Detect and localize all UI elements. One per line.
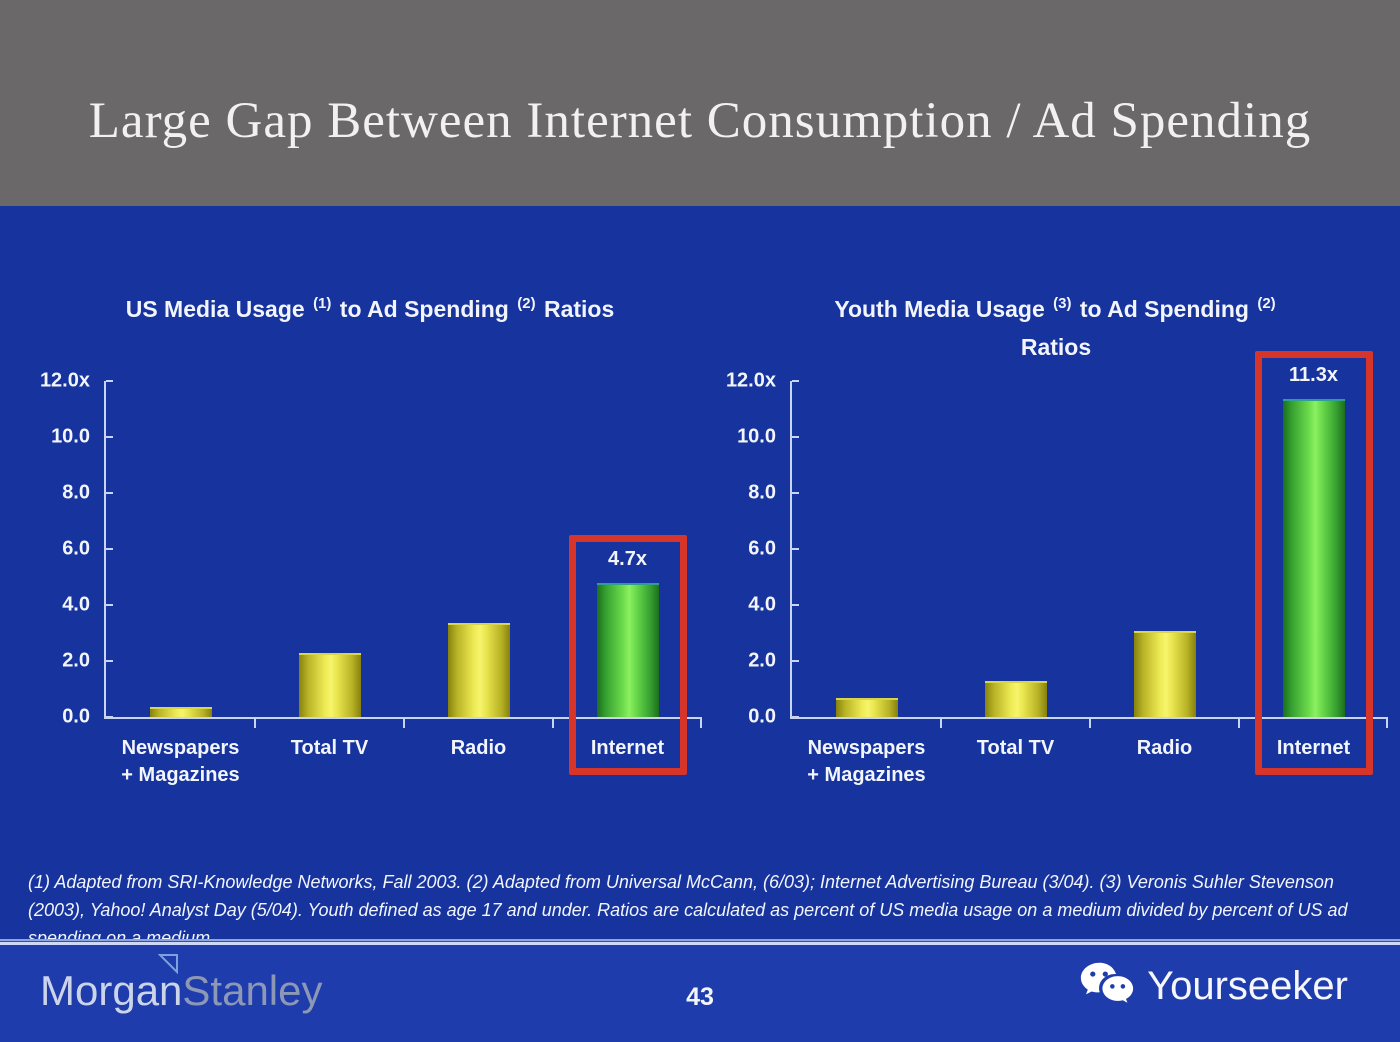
wechat-icon	[1080, 962, 1134, 1003]
y-axis-tick-label: 8.0	[62, 481, 90, 504]
category-label: Internet	[590, 737, 665, 759]
chart-title: US Media Usage (1) to Ad Spending (2) Ra…	[40, 292, 700, 330]
category-label: Radio	[450, 737, 507, 759]
bar-total-tv	[984, 681, 1047, 717]
y-axis-tick-label: 2.0	[748, 649, 776, 672]
morgan-stanley-logo: MorganStanley	[40, 954, 323, 1014]
y-axis-tick-label: 0.0	[62, 705, 90, 728]
stanley-text: Stanley	[182, 967, 323, 1014]
x-axis-tick	[1089, 719, 1091, 728]
youth-media-usage-chart: Youth Media Usage (3) to Ad Spending (2)…	[726, 270, 1388, 830]
title-text: Ratios	[1020, 334, 1092, 360]
category-label: Newspapers + Magazines	[807, 737, 926, 786]
x-axis-tick	[940, 719, 942, 728]
y-axis-tick-label: 12.0x	[39, 369, 90, 392]
slide-header: Large Gap Between Internet Consumption /…	[0, 0, 1400, 206]
superscript-note: (3)	[1053, 295, 1072, 312]
x-axis-tick	[403, 719, 405, 728]
category-label: Radio	[1136, 737, 1193, 759]
y-axis-tick	[106, 604, 113, 606]
title-text: to Ad Spending	[333, 296, 516, 322]
footnote: (1) Adapted from SRI-Knowledge Networks,…	[28, 872, 1348, 948]
bar-value-label: 11.3x	[1289, 364, 1338, 386]
x-axis-tick	[1386, 719, 1388, 728]
page-number: 43	[686, 983, 714, 1011]
plot-area: 12.0x 10.0 8.0 6.0 4.0 2.0 0.0 Newspapers + Maga…	[40, 370, 702, 786]
title-text: to Ad Spending	[1073, 296, 1256, 322]
yourseeker-logo: Yourseeker	[1079, 961, 1348, 1011]
y-axis-tick	[106, 660, 113, 662]
bar-internet	[1282, 399, 1345, 717]
y-axis-tick	[792, 548, 799, 550]
y-axis-tick	[106, 492, 113, 494]
x-axis-tick	[1238, 719, 1240, 728]
bar-newspapers-magazines	[835, 698, 898, 717]
chart-title-line: Youth Media Usage (3) to Ad Spending (2)	[726, 292, 1386, 330]
category-label: Total TV	[290, 737, 369, 759]
bar-internet	[596, 583, 659, 717]
y-axis-tick-label: 4.0	[62, 593, 90, 616]
chart-title-line: US Media Usage (1) to Ad Spending (2) Ra…	[40, 292, 700, 330]
superscript-note: (2)	[1257, 295, 1276, 312]
y-axis-tick-label: 6.0	[62, 537, 90, 560]
bar-value-label: 4.7x	[608, 548, 647, 570]
y-axis-tick	[106, 436, 113, 438]
bar-radio	[1133, 631, 1196, 717]
title-text: Youth Media Usage	[834, 296, 1052, 322]
y-axis-tick-label: 8.0	[748, 481, 776, 504]
chart-title-line: Ratios	[726, 330, 1386, 364]
y-axis-tick-label: 0.0	[748, 705, 776, 728]
x-axis-tick	[700, 719, 702, 728]
plot-area: 12.0x 10.0 8.0 6.0 4.0 2.0 0.0 Newspapers + Maga…	[726, 351, 1388, 786]
x-axis-tick	[254, 719, 256, 728]
yourseeker-text: Yourseeker	[1147, 964, 1348, 1008]
y-axis-tick-label: 10.0	[737, 425, 776, 448]
y-axis-tick-label: 4.0	[748, 593, 776, 616]
bar-total-tv	[298, 653, 361, 717]
y-axis-tick-label: 12.0x	[725, 369, 776, 392]
y-axis-tick	[792, 436, 799, 438]
title-text: Ratios	[537, 296, 615, 322]
y-axis-tick	[792, 716, 799, 718]
category-label: Internet	[1276, 737, 1351, 759]
morgan-stanley-triangle-icon	[158, 954, 178, 975]
y-axis-tick	[792, 492, 799, 494]
y-axis-tick	[106, 380, 113, 382]
y-axis-tick-label: 10.0	[51, 425, 90, 448]
y-axis-tick-label: 2.0	[62, 649, 90, 672]
chart-title: Youth Media Usage (3) to Ad Spending (2)…	[726, 292, 1386, 364]
superscript-note: (1)	[313, 295, 332, 312]
x-axis-tick	[552, 719, 554, 728]
bar-newspapers-magazines	[149, 707, 212, 717]
y-axis-tick	[106, 716, 113, 718]
slide-title: Large Gap Between Internet Consumption /…	[88, 93, 1312, 149]
y-axis-tick	[106, 548, 113, 550]
morgan-text: Morgan	[40, 967, 183, 1014]
y-axis-tick-label: 6.0	[748, 537, 776, 560]
y-axis-tick	[792, 604, 799, 606]
bar-radio	[447, 623, 510, 717]
y-axis-tick	[792, 380, 799, 382]
superscript-note: (2)	[517, 295, 536, 312]
slide-footer: MorganStanley 43 Yourseeker	[0, 945, 1400, 1042]
y-axis-tick	[792, 660, 799, 662]
category-label: Newspapers + Magazines	[121, 737, 240, 786]
separator-line	[0, 939, 1400, 945]
category-label: Total TV	[976, 737, 1055, 759]
us-media-usage-chart: US Media Usage (1) to Ad Spending (2) Ra…	[40, 270, 702, 830]
title-text: US Media Usage	[125, 296, 312, 322]
